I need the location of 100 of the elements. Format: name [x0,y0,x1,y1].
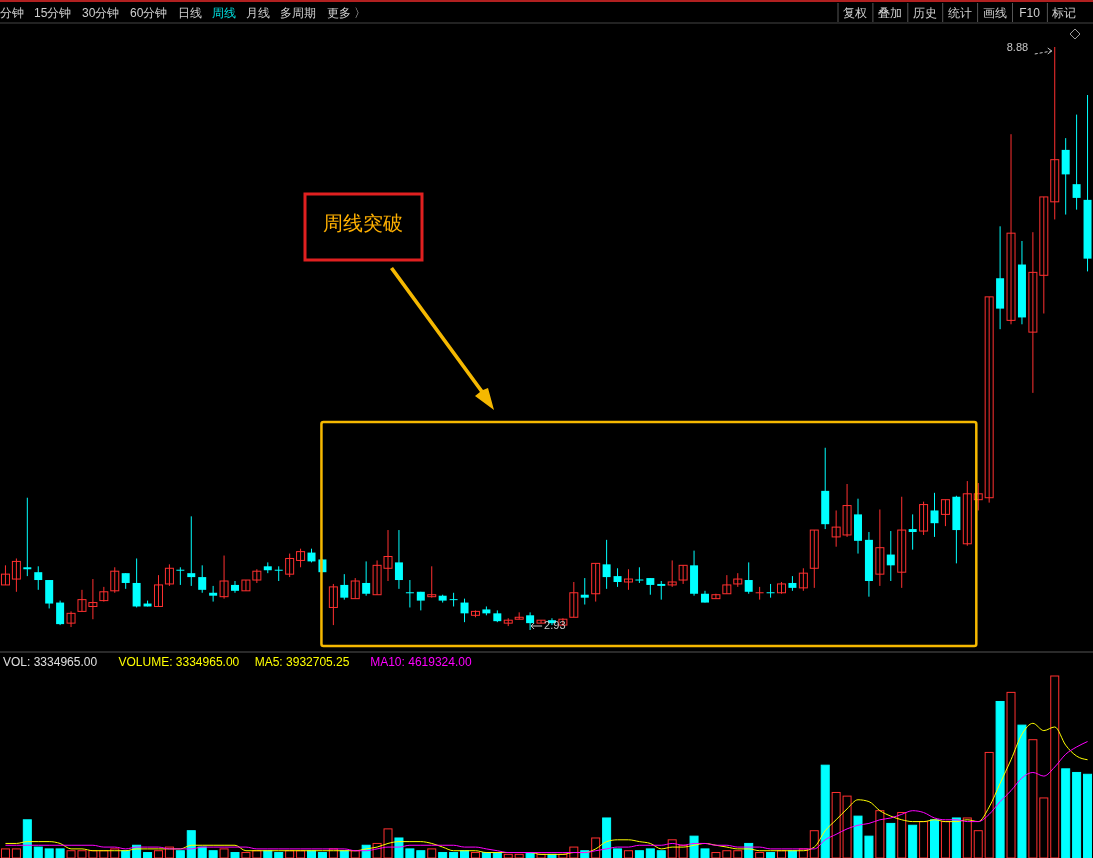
bar [897,812,907,858]
candlestick [0,564,10,586]
bar [350,850,360,858]
candlestick [198,564,207,594]
candlestick [231,580,239,594]
candlestick [940,499,950,527]
candlestick [919,501,929,536]
candlestick [362,560,371,597]
candlestick [350,577,360,600]
bar [930,819,940,858]
candlestick [569,581,579,618]
bar [11,848,21,858]
bar [339,850,349,858]
candlestick [897,496,907,589]
bar [22,819,32,858]
bar [263,850,273,858]
bar [427,848,437,858]
bar [973,830,983,858]
bar [449,852,459,858]
candlestick [591,562,601,603]
bar [33,846,43,858]
bar [875,810,885,858]
candlestick [340,573,349,601]
bar [1050,675,1060,858]
text: 画线 [982,6,1007,20]
bar [820,764,830,858]
bar [766,852,776,858]
candlestick [580,577,589,606]
candlestick [460,598,469,623]
candlestick [886,530,895,582]
bar [470,852,480,858]
bar [940,821,950,858]
bar [995,700,1005,858]
bar [175,850,185,858]
candlestick [973,482,983,511]
candlestick [1006,133,1016,325]
bar [143,852,153,858]
candlestick [405,579,415,608]
candlestick [744,561,753,595]
candlestick [219,555,229,600]
bar [919,821,929,858]
candlestick [766,583,776,599]
candlestick [164,563,174,587]
text: 多周期 [280,6,316,20]
candlestick [798,567,808,592]
candlestick [722,574,732,595]
chart-title: VOL: 3334965.00 [3,655,98,669]
bar [645,848,655,858]
bar [634,850,644,858]
text: F10 [1019,6,1041,20]
candlestick [296,548,306,568]
bar [886,822,896,858]
candlestick [908,513,917,551]
candlestick [285,553,295,578]
bar [1072,771,1082,858]
text: 分钟 [0,6,24,20]
text: 周线 [212,6,236,20]
text: 30分钟 [82,6,120,20]
text: 叠加 [877,6,902,20]
bar [613,848,623,858]
bar [602,817,612,858]
candlestick [66,610,76,628]
bar [951,817,961,858]
candlestick [175,566,185,586]
candlestick [132,557,141,608]
bar [755,852,765,858]
bar [1061,768,1071,858]
candlestick [602,539,611,590]
candlestick [274,565,284,582]
bar [733,850,743,858]
candlestick [23,497,32,577]
bar [285,850,295,858]
candlestick [11,557,21,593]
bar [460,850,470,858]
bar [0,848,10,858]
candlestick [962,480,972,547]
annotation: 8.88 [1006,41,1029,53]
chart-subtitle: VOLUME: 3334965.00 [118,655,240,669]
text: 60分钟 [130,6,168,20]
bar [438,852,448,858]
candlestick [187,515,196,587]
bar [656,850,666,858]
text: 日线 [178,6,202,20]
candlestick [984,296,994,504]
bar [219,848,229,858]
candlestick [394,529,403,590]
bar [153,850,163,858]
bar [787,850,797,858]
text: 月线 [246,6,270,20]
bar [984,751,994,858]
text: 更多 〉 [326,6,366,20]
bar [274,852,284,858]
candlestick [427,565,437,599]
candlestick [613,567,622,588]
candlestick [930,492,939,538]
candlestick [45,579,54,609]
bar [186,830,196,858]
candlestick [34,565,43,591]
candlestick [153,574,163,607]
candlestick [1072,114,1081,211]
